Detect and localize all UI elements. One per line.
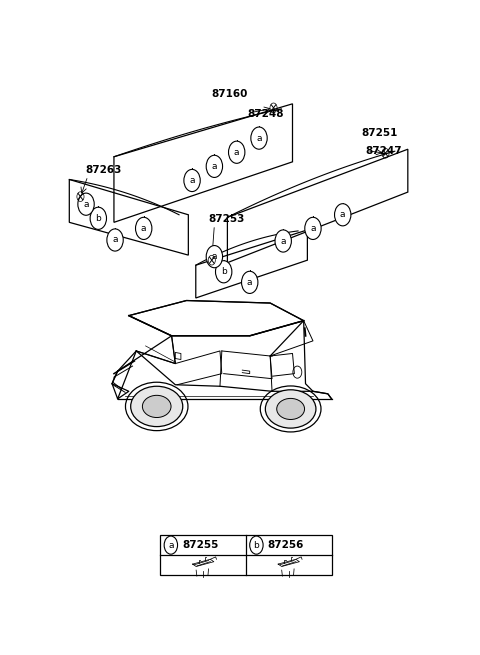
Text: 87256: 87256	[267, 540, 304, 550]
Circle shape	[135, 217, 152, 240]
Text: a: a	[212, 162, 217, 171]
Ellipse shape	[131, 386, 183, 426]
Ellipse shape	[143, 396, 171, 417]
Text: a: a	[212, 252, 217, 261]
Text: a: a	[141, 224, 146, 233]
Text: 87253: 87253	[209, 214, 245, 224]
Circle shape	[206, 246, 223, 268]
Circle shape	[164, 536, 178, 554]
Text: 87160: 87160	[211, 89, 248, 99]
Ellipse shape	[265, 390, 316, 428]
Text: 87247: 87247	[365, 146, 402, 157]
Text: b: b	[253, 540, 259, 550]
Circle shape	[241, 271, 258, 293]
Text: a: a	[84, 200, 89, 209]
Circle shape	[275, 230, 291, 252]
Text: 87248: 87248	[248, 109, 284, 119]
Text: 87255: 87255	[182, 540, 218, 550]
Text: 87263: 87263	[85, 166, 121, 176]
Text: a: a	[168, 540, 174, 550]
Circle shape	[184, 170, 200, 191]
Circle shape	[251, 127, 267, 149]
Circle shape	[305, 217, 321, 240]
Text: b: b	[221, 267, 227, 276]
Text: a: a	[256, 134, 262, 143]
Text: a: a	[247, 278, 252, 287]
Circle shape	[250, 536, 263, 554]
Text: a: a	[234, 148, 240, 157]
Circle shape	[216, 261, 232, 283]
Circle shape	[78, 193, 94, 215]
Circle shape	[107, 229, 123, 251]
Text: a: a	[112, 236, 118, 244]
Text: a: a	[189, 176, 195, 185]
Circle shape	[228, 141, 245, 163]
Text: b: b	[96, 214, 101, 223]
Text: a: a	[310, 224, 316, 233]
Text: a: a	[280, 236, 286, 246]
Circle shape	[90, 207, 107, 229]
Circle shape	[206, 155, 223, 178]
Text: a: a	[340, 210, 346, 219]
Text: 87251: 87251	[361, 128, 398, 138]
Circle shape	[335, 204, 351, 226]
Ellipse shape	[277, 398, 304, 419]
